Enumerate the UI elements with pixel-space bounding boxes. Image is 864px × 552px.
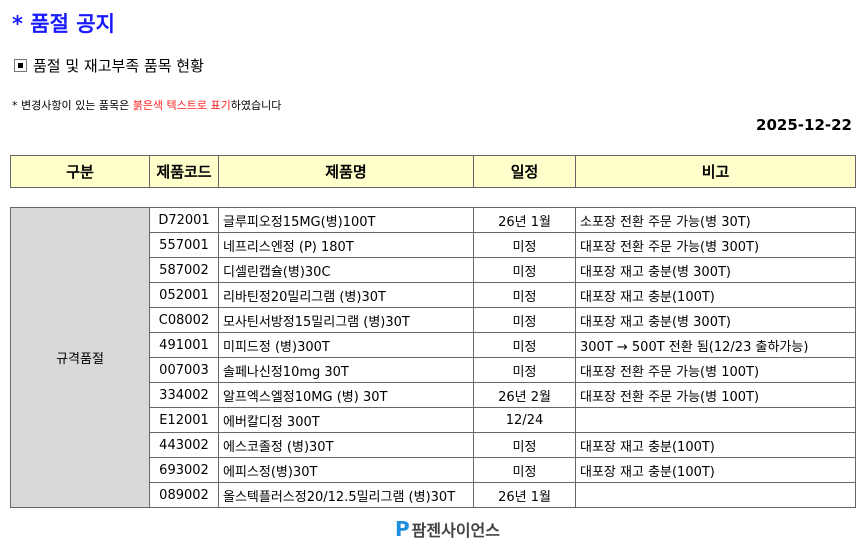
name-cell: 올스텍플러스정20/12.5밀리그램 (병)30T [218, 482, 474, 508]
name-cell: 리바틴정20밀리그램 (병)30T [218, 282, 474, 308]
code-cell: 443002 [149, 432, 219, 458]
table-row: 052001 리바틴정20밀리그램 (병)30T 미정 대포장 재고 충분(100T) [11, 282, 856, 308]
code-cell: 693002 [149, 457, 219, 483]
product-table: 규격품절 D72001 글루피오정15MG(병)100T 26년 1월 소포장 전환 주… [10, 207, 856, 508]
table-row: 693002 에피스정(병)30T 미정 대포장 재고 충분(100T) [11, 457, 856, 483]
remarks-cell: 300T → 500T 전환 됨(12/23 출하가능) [575, 332, 856, 358]
table-row: 443002 에스코졸정 (병)30T 미정 대포장 재고 충분(100T) [11, 432, 856, 458]
code-cell: D72001 [149, 207, 219, 233]
section-heading: 품절 및 재고부족 품목 현황 [14, 55, 204, 76]
code-cell: 587002 [149, 257, 219, 283]
schedule-cell: 미정 [473, 232, 576, 258]
note-highlight: 붉은색 텍스트로 표기 [132, 99, 231, 112]
col-schedule: 일정 [473, 155, 576, 188]
name-cell: 디셀린캡슐(병)30C [218, 257, 474, 283]
schedule-cell: 미정 [473, 257, 576, 283]
name-cell: 알프엑스엘정10MG (병) 30T [218, 382, 474, 408]
name-cell: 글루피오정15MG(병)100T [218, 207, 474, 233]
remarks-cell: 대포장 재고 충분(병 300T) [575, 257, 856, 283]
schedule-cell: 26년 1월 [473, 482, 576, 508]
square-bullet-icon [14, 59, 27, 72]
schedule-cell: 26년 2월 [473, 382, 576, 408]
name-cell: 모사틴서방정15밀리그램 (병)30T [218, 307, 474, 333]
schedule-cell: 미정 [473, 282, 576, 308]
table-row: C08002 모사틴서방정15밀리그램 (병)30T 미정 대포장 재고 충분(병 3… [11, 307, 856, 333]
code-cell: E12001 [149, 407, 219, 433]
logo-text: 팜젠사이언스 [411, 521, 500, 540]
table-row: E12001 에버칼디정 300T 12/24 [11, 407, 856, 433]
table-header: 구분 제품코드 제품명 일정 비고 [10, 155, 856, 188]
remarks-cell: 소포장 전환 주문 가능(병 30T) [575, 207, 856, 233]
name-cell: 에버칼디정 300T [218, 407, 474, 433]
schedule-cell: 미정 [473, 457, 576, 483]
remarks-cell: 대포장 재고 충분(100T) [575, 457, 856, 483]
remarks-cell: 대포장 재고 충분(100T) [575, 432, 856, 458]
code-cell: 557001 [149, 232, 219, 258]
col-category: 구분 [10, 155, 150, 188]
schedule-cell: 12/24 [473, 407, 576, 433]
schedule-cell: 미정 [473, 307, 576, 333]
name-cell: 에피스정(병)30T [218, 457, 474, 483]
page-title: * 품절 공지 [12, 12, 115, 36]
remarks-cell [575, 482, 856, 508]
name-cell: 솔페나신정10mg 30T [218, 357, 474, 383]
code-cell: 334002 [149, 382, 219, 408]
name-cell: 미피드정 (병)300T [218, 332, 474, 358]
remarks-cell: 대포장 재고 충분(100T) [575, 282, 856, 308]
table-row: 587002 디셀린캡슐(병)30C 미정 대포장 재고 충분(병 300T) [11, 257, 856, 283]
table-row: 007003 솔페나신정10mg 30T 미정 대포장 전환 주문 가능(병 100T… [11, 357, 856, 383]
schedule-cell: 26년 1월 [473, 207, 576, 233]
col-code: 제품코드 [149, 155, 219, 188]
schedule-cell: 미정 [473, 332, 576, 358]
code-cell: 007003 [149, 357, 219, 383]
schedule-cell: 미정 [473, 357, 576, 383]
section-heading-text: 품절 및 재고부족 품목 현황 [33, 57, 204, 75]
notice-date: 2025-12-22 [756, 116, 852, 134]
remarks-cell: 대포장 전환 주문 가능(병 100T) [575, 382, 856, 408]
table-row: 089002 올스텍플러스정20/12.5밀리그램 (병)30T 26년 1월 [11, 482, 856, 508]
table-row: 334002 알프엑스엘정10MG (병) 30T 26년 2월 대포장 전환 주문 … [11, 382, 856, 408]
change-note: * 변경사항이 있는 품목은 붉은색 텍스트로 표기하였습니다 [12, 97, 281, 113]
name-cell: 네프리스엔정 (P) 180T [218, 232, 474, 258]
logo-mark-icon: P [395, 517, 410, 541]
note-prefix: * 변경사항이 있는 품목은 [12, 99, 133, 112]
remarks-cell: 대포장 전환 주문 가능(병 300T) [575, 232, 856, 258]
code-cell: 089002 [149, 482, 219, 508]
category-cell: 규격품절 [10, 207, 150, 508]
table-row: 규격품절 D72001 글루피오정15MG(병)100T 26년 1월 소포장 전환 주… [10, 207, 856, 508]
col-remarks: 비고 [575, 155, 856, 188]
schedule-cell: 미정 [473, 432, 576, 458]
remarks-cell: 대포장 전환 주문 가능(병 100T) [575, 357, 856, 383]
code-cell: C08002 [149, 307, 219, 333]
table-row: 557001 네프리스엔정 (P) 180T 미정 대포장 전환 주문 가능(병 30… [11, 232, 856, 258]
code-cell: 491001 [149, 332, 219, 358]
remarks-cell [575, 407, 856, 433]
company-logo: P 팜젠사이언스 [395, 517, 500, 541]
note-suffix: 하였습니다 [230, 99, 282, 112]
code-cell: 052001 [149, 282, 219, 308]
name-cell: 에스코졸정 (병)30T [218, 432, 474, 458]
table-row: 491001 미피드정 (병)300T 미정 300T → 500T 전환 됨(12/… [11, 332, 856, 358]
col-name: 제품명 [218, 155, 474, 188]
remarks-cell: 대포장 재고 충분(병 300T) [575, 307, 856, 333]
